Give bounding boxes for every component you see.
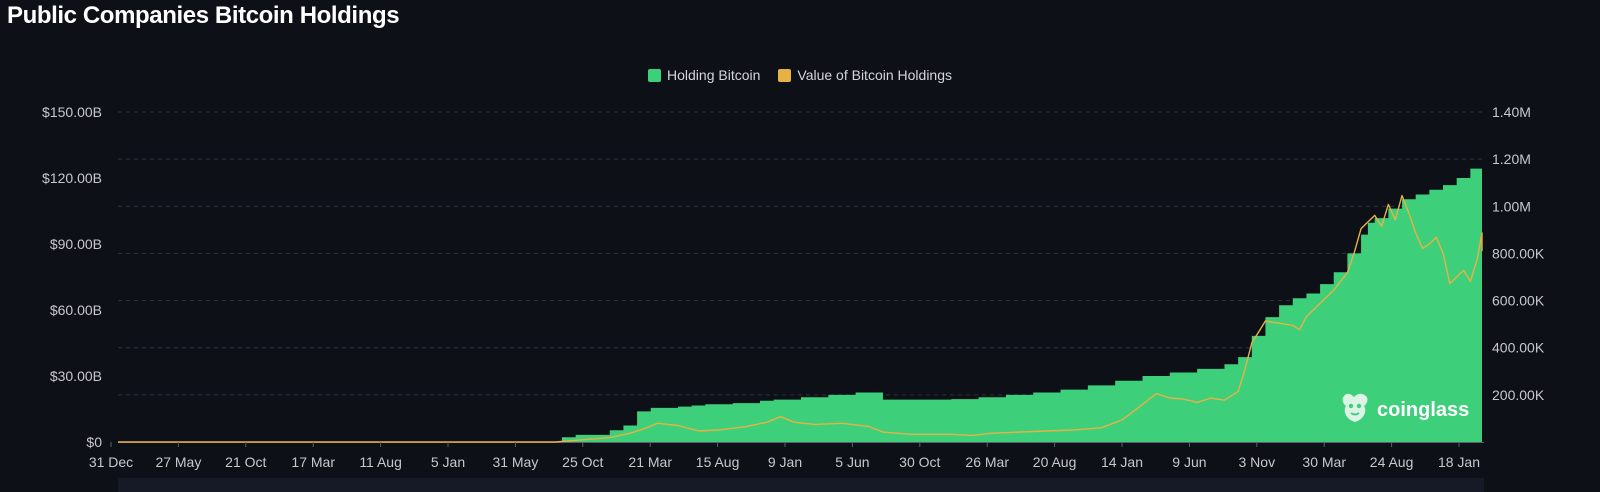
x-tick-label: 5 Jan	[431, 454, 465, 470]
chart-legend: Holding Bitcoin Value of Bitcoin Holding…	[0, 67, 1600, 83]
x-tick-label: 31 May	[492, 454, 538, 470]
legend-swatch-value	[778, 68, 792, 82]
y-left-tick-label: $0	[86, 434, 102, 450]
x-tick-label: 26 Mar	[965, 454, 1009, 470]
holding-area-layer	[118, 149, 1482, 442]
value-holdings-line	[118, 194, 1483, 443]
x-tick-label: 20 Aug	[1033, 454, 1077, 470]
x-tick-label: 21 Oct	[225, 454, 266, 470]
y-right-tick-label: 800.00K	[1492, 245, 1545, 261]
y-right-tick-label: 1.00M	[1492, 198, 1531, 214]
y-right-tick-label: 1.20M	[1492, 151, 1531, 167]
holding-bitcoin-area	[118, 149, 1482, 442]
x-tick-label: 14 Jan	[1101, 454, 1143, 470]
scrollbar-track[interactable]	[118, 478, 1484, 492]
y-left-tick-label: $120.00B	[42, 170, 102, 186]
legend-label-value: Value of Bitcoin Holdings	[797, 67, 952, 83]
x-tick-label: 31 Dec	[89, 454, 133, 470]
x-tick-label: 21 Mar	[628, 454, 672, 470]
coinglass-watermark: coinglass	[1342, 393, 1469, 422]
y-left-tick-label: $90.00B	[50, 236, 102, 252]
y-left-tick-label: $30.00B	[50, 368, 102, 384]
x-tick-label: 5 Jun	[835, 454, 869, 470]
y-left-tick-label: $60.00B	[50, 302, 102, 318]
x-tick-label: 3 Nov	[1239, 454, 1276, 470]
x-tick-label: 30 Oct	[899, 454, 940, 470]
legend-label-holding: Holding Bitcoin	[667, 67, 761, 83]
x-tick-label: 25 Oct	[562, 454, 603, 470]
x-tick-label: 15 Aug	[696, 454, 740, 470]
x-tick-label: 24 Aug	[1370, 454, 1414, 470]
coinglass-logo-icon	[1342, 393, 1368, 422]
x-tick-label: 9 Jan	[768, 454, 802, 470]
x-tick-label: 9 Jun	[1172, 454, 1206, 470]
x-tick-label: 18 Jan	[1438, 454, 1480, 470]
legend-item-value[interactable]: Value of Bitcoin Holdings	[778, 67, 952, 83]
x-tick-label: 30 Mar	[1302, 454, 1346, 470]
legend-item-holding[interactable]: Holding Bitcoin	[648, 67, 760, 83]
legend-swatch-holding	[648, 68, 661, 82]
y-left-tick-label: $150.00B	[42, 104, 102, 120]
brand-text: coinglass	[1377, 399, 1469, 421]
value-line-layer	[118, 194, 1483, 443]
y-right-tick-label: 400.00K	[1492, 340, 1545, 356]
y-right-tick-label: 200.00K	[1492, 387, 1545, 403]
y-right-tick-label: 1.40M	[1492, 104, 1531, 120]
x-tick-label: 27 May	[155, 454, 201, 470]
axis-labels: 200.00K 400.00K 600.00K 800.00K 1.00M 1.20M 1.…	[42, 104, 1545, 470]
y-right-tick-label: 600.00K	[1492, 293, 1545, 309]
x-tick-label: 11 Aug	[359, 454, 402, 470]
page-title: Public Companies Bitcoin Holdings	[7, 2, 400, 29]
x-tick-label: 17 Mar	[291, 454, 335, 470]
